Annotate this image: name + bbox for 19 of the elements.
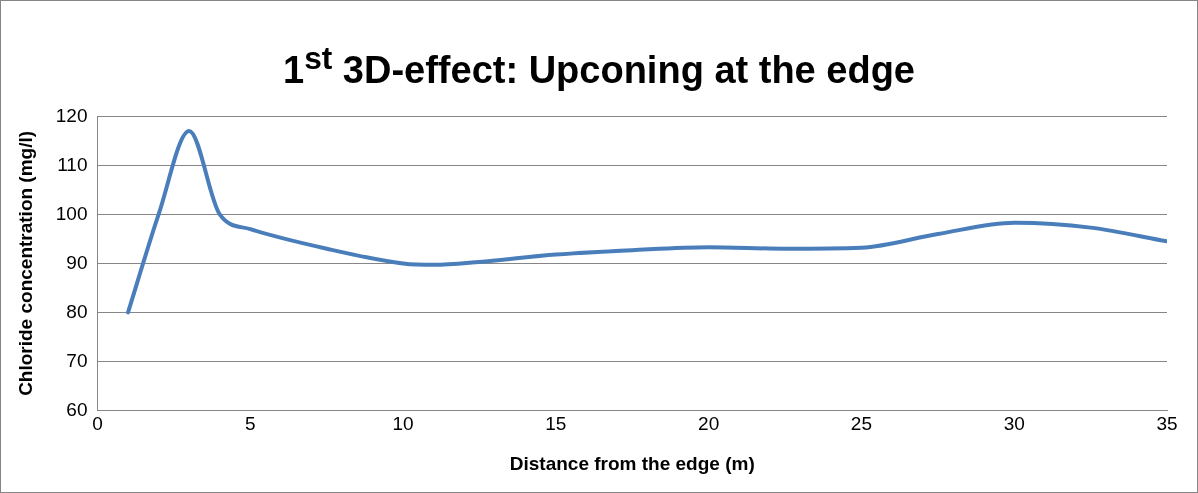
y-tick-label: 110 — [57, 153, 88, 175]
x-tick-label: 0 — [92, 413, 103, 435]
y-tick-label: 100 — [55, 202, 88, 224]
x-tick-label: 20 — [698, 413, 720, 435]
line-series — [126, 129, 1167, 315]
y-tick-label: 90 — [66, 251, 88, 273]
y-tick-label: 70 — [66, 349, 88, 371]
x-tick-label: 30 — [1003, 413, 1025, 435]
x-tick-label: 35 — [1156, 413, 1178, 435]
x-tick-label: 25 — [850, 413, 872, 435]
y-tick-label: 80 — [66, 300, 88, 322]
x-tick-label: 15 — [545, 413, 567, 435]
x-tick-label: 5 — [245, 413, 256, 435]
y-tick-label: 60 — [66, 398, 88, 420]
chart-title: 1$^{st}$ 3D-effect: Upconing at the edge — [282, 39, 916, 93]
x-tick-label: 10 — [392, 413, 414, 435]
y-axis-title: Chloride concentration (mg/l) — [14, 130, 36, 396]
y-tick-label: 120 — [55, 104, 88, 126]
x-axis-title: Distance from the edge (m) — [509, 452, 755, 474]
